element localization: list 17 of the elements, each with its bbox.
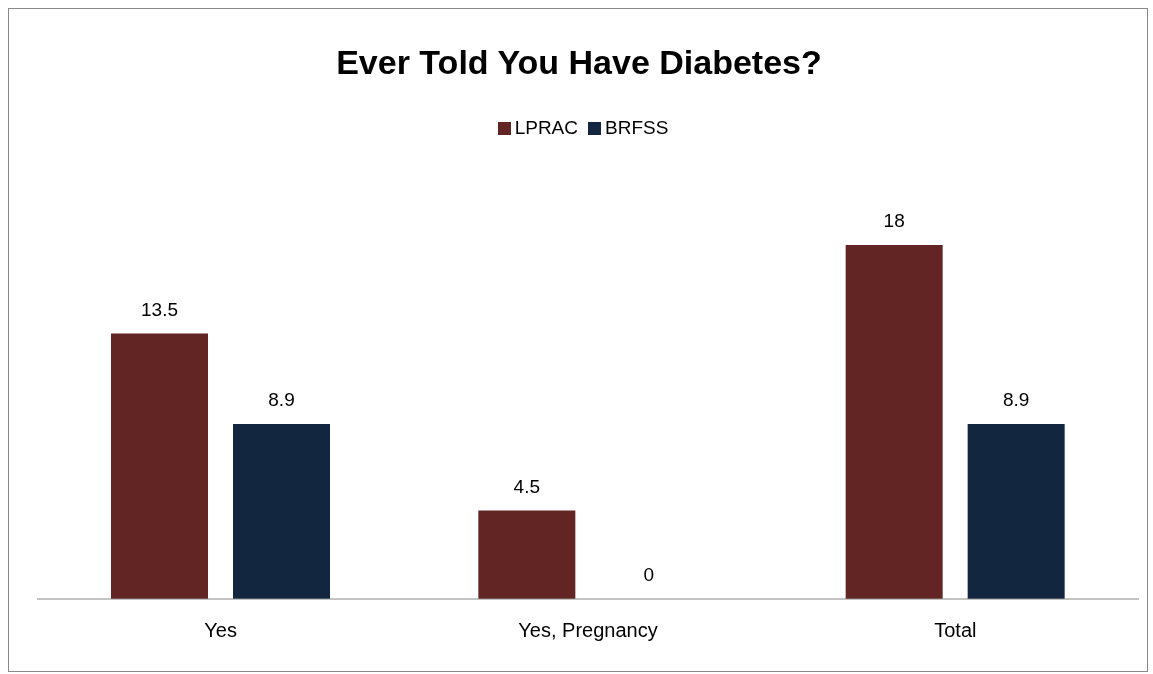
bar <box>967 423 1065 599</box>
bar <box>111 333 208 599</box>
data-label: 18 <box>883 210 905 231</box>
legend-label: BRFSS <box>605 117 669 138</box>
x-tick-label: Total <box>934 619 977 642</box>
data-label: 8.9 <box>1002 388 1030 410</box>
data-label: 0 <box>643 563 655 585</box>
x-tick-label: Yes <box>204 619 237 642</box>
chart-title: Ever Told You Have Diabetes? <box>335 43 823 82</box>
bar <box>233 423 330 599</box>
data-label: 13.5 <box>141 298 178 320</box>
data-label: 4.5 <box>513 475 541 497</box>
legend-label: LPRAC <box>514 117 578 138</box>
bar <box>478 510 576 599</box>
bar <box>845 245 943 599</box>
x-tick-label: Yes, Pregnancy <box>518 619 658 642</box>
data-label: 8.9 <box>268 388 295 410</box>
